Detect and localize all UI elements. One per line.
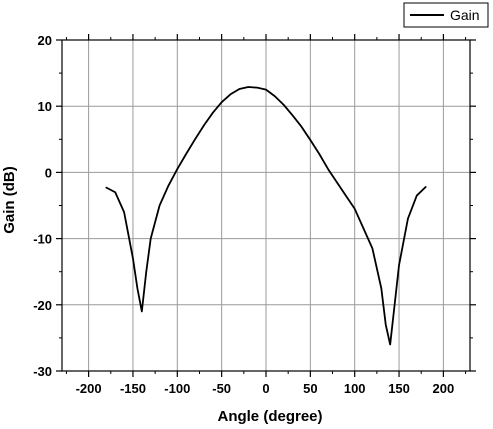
legend-box (403, 2, 489, 28)
series-line-gain (105, 86, 427, 346)
axis-ticks (56, 34, 476, 377)
y-axis-title: Gain (dB) (1, 166, 18, 234)
y-tick-label: 20 (38, 33, 52, 48)
x-tick-label: 150 (388, 381, 410, 396)
x-tick-labels: -200 -150 -100 -50 0 50 100 150 200 (76, 381, 455, 396)
x-tick-label: 0 (262, 381, 269, 396)
x-tick-label: -50 (212, 381, 231, 396)
y-tick-label: -30 (33, 364, 52, 379)
x-tick-label: -100 (164, 381, 190, 396)
x-tick-label: 50 (303, 381, 317, 396)
y-tick-label: 10 (38, 99, 52, 114)
series-lines (105, 86, 427, 346)
legend: Gain (403, 2, 489, 28)
y-tick-labels: -30 -20 -10 0 10 20 (33, 33, 52, 379)
x-axis-title: Angle (degree) (217, 408, 322, 425)
y-tick-label: 0 (45, 165, 52, 180)
y-tick-label: -20 (33, 298, 52, 313)
y-tick-label: -10 (33, 232, 52, 247)
legend-label: Gain (450, 7, 480, 23)
x-tick-label: 200 (433, 381, 455, 396)
x-tick-label: -200 (76, 381, 102, 396)
x-tick-label: 100 (344, 381, 366, 396)
x-tick-label: -150 (120, 381, 146, 396)
